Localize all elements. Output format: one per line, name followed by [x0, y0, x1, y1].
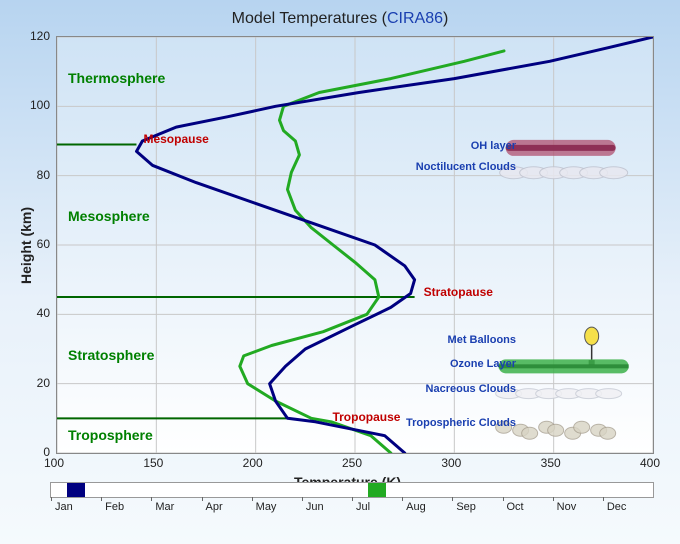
month-label: Mar: [155, 501, 174, 513]
feature-label: Tropospheric Clouds: [396, 417, 516, 429]
feature-label: Ozone Layer: [396, 358, 516, 370]
ytick: 100: [30, 98, 50, 112]
layer-label: Thermosphere: [68, 70, 165, 86]
month-tick: [452, 497, 453, 501]
timeline-marker: [368, 483, 386, 497]
xtick: 350: [541, 456, 561, 470]
pause-label: Stratopause: [424, 285, 493, 299]
ytick: 40: [37, 306, 50, 320]
month-label: Sep: [456, 501, 476, 513]
month-label: Nov: [557, 501, 577, 513]
layer-label: Stratosphere: [68, 347, 154, 363]
month-label: Oct: [507, 501, 524, 513]
month-tick: [553, 497, 554, 501]
month-tick: [352, 497, 353, 501]
month-tick: [302, 497, 303, 501]
plot-svg: [57, 37, 653, 453]
ytick: 20: [37, 376, 50, 390]
ytick: 80: [37, 168, 50, 182]
plot-area: [56, 36, 654, 454]
timeline-marker: [67, 483, 85, 497]
pause-label: Tropopause: [332, 410, 400, 424]
layer-label: Troposphere: [68, 427, 153, 443]
month-label: Dec: [607, 501, 627, 513]
feature-label: OH layer: [396, 140, 516, 152]
xtick: 300: [441, 456, 461, 470]
month-tick: [402, 497, 403, 501]
y-axis-label: Height (km): [18, 207, 34, 284]
feature-label: Met Balloons: [396, 334, 516, 346]
title-suffix: ): [443, 10, 448, 27]
month-tick: [151, 497, 152, 501]
title-prefix: Model Temperatures (: [232, 10, 387, 27]
xtick: 200: [243, 456, 263, 470]
ytick: 120: [30, 29, 50, 43]
month-tick: [202, 497, 203, 501]
feature-label: Noctilucent Clouds: [396, 161, 516, 173]
month-label: Jun: [306, 501, 324, 513]
title-ref: CIRA86: [387, 10, 443, 27]
month-tick: [503, 497, 504, 501]
month-tick: [603, 497, 604, 501]
month-tick: [51, 497, 52, 501]
month-label: Apr: [206, 501, 223, 513]
month-tick: [252, 497, 253, 501]
month-label: May: [256, 501, 277, 513]
month-tick: [101, 497, 102, 501]
month-label: Feb: [105, 501, 124, 513]
chart-title: Model Temperatures (CIRA86): [0, 10, 680, 28]
chart-frame: Model Temperatures (CIRA86) Temperature …: [0, 0, 680, 544]
xtick: 400: [640, 456, 660, 470]
month-label: Aug: [406, 501, 426, 513]
month-label: Jul: [356, 501, 370, 513]
xtick: 150: [143, 456, 163, 470]
xtick: 250: [342, 456, 362, 470]
layer-label: Mesosphere: [68, 208, 150, 224]
month-timeline: JanFebMarAprMayJunJulAugSepOctNovDec: [50, 482, 654, 498]
feature-label: Nacreous Clouds: [396, 383, 516, 395]
pause-label: Mesopause: [143, 132, 208, 146]
month-label: Jan: [55, 501, 73, 513]
xtick: 100: [44, 456, 64, 470]
ytick: 60: [37, 237, 50, 251]
